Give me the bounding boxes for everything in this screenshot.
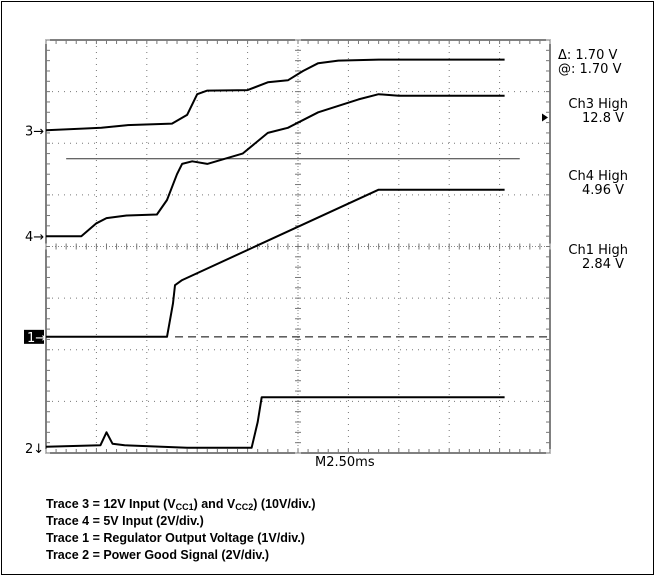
trace-1-waveform: [46, 188, 505, 338]
caption-trace-4: Trace 4 = 5V Input (2V/div.): [46, 514, 204, 528]
trace-3-waveform: [45, 58, 505, 132]
traces: [45, 58, 550, 449]
caption-trace-1: Trace 1 = Regulator Output Voltage (1V/d…: [46, 531, 305, 545]
trace-4-waveform: [46, 93, 505, 238]
channel-2-marker: 2↓: [25, 442, 44, 457]
ch3-high-name: Ch3 High: [568, 97, 628, 112]
ch3-high-pointer: [542, 113, 548, 122]
timebase-label: M2.50ms: [315, 455, 375, 470]
ch4-high-name: Ch4 High: [568, 169, 628, 184]
channel-1-marker: 1→: [27, 331, 46, 346]
cursor-at-readout: @: 1.70 V: [558, 62, 622, 77]
ch1-high-value: 2.84 V: [582, 257, 624, 272]
channel-4-marker: 4→: [25, 230, 44, 245]
channel-1-marker-box: [24, 329, 44, 344]
ch3-high-value: 12.8 V: [582, 111, 624, 126]
grid: [45, 39, 551, 454]
caption-trace-3: Trace 3 = 12V Input (VCC1) and VCC2) (10…: [46, 497, 316, 512]
trace-2-waveform: [45, 396, 505, 449]
ch4-high-value: 4.96 V: [582, 183, 624, 198]
ch1-high-name: Ch1 High: [568, 243, 628, 258]
channel-3-marker: 3→: [25, 124, 44, 139]
cursor-delta-readout: Δ: 1.70 V: [558, 48, 617, 63]
channel-markers: 3→ 4→ 1→ 2↓: [24, 124, 46, 457]
caption-trace-2: Trace 2 = Power Good Signal (2V/div.): [46, 548, 270, 562]
